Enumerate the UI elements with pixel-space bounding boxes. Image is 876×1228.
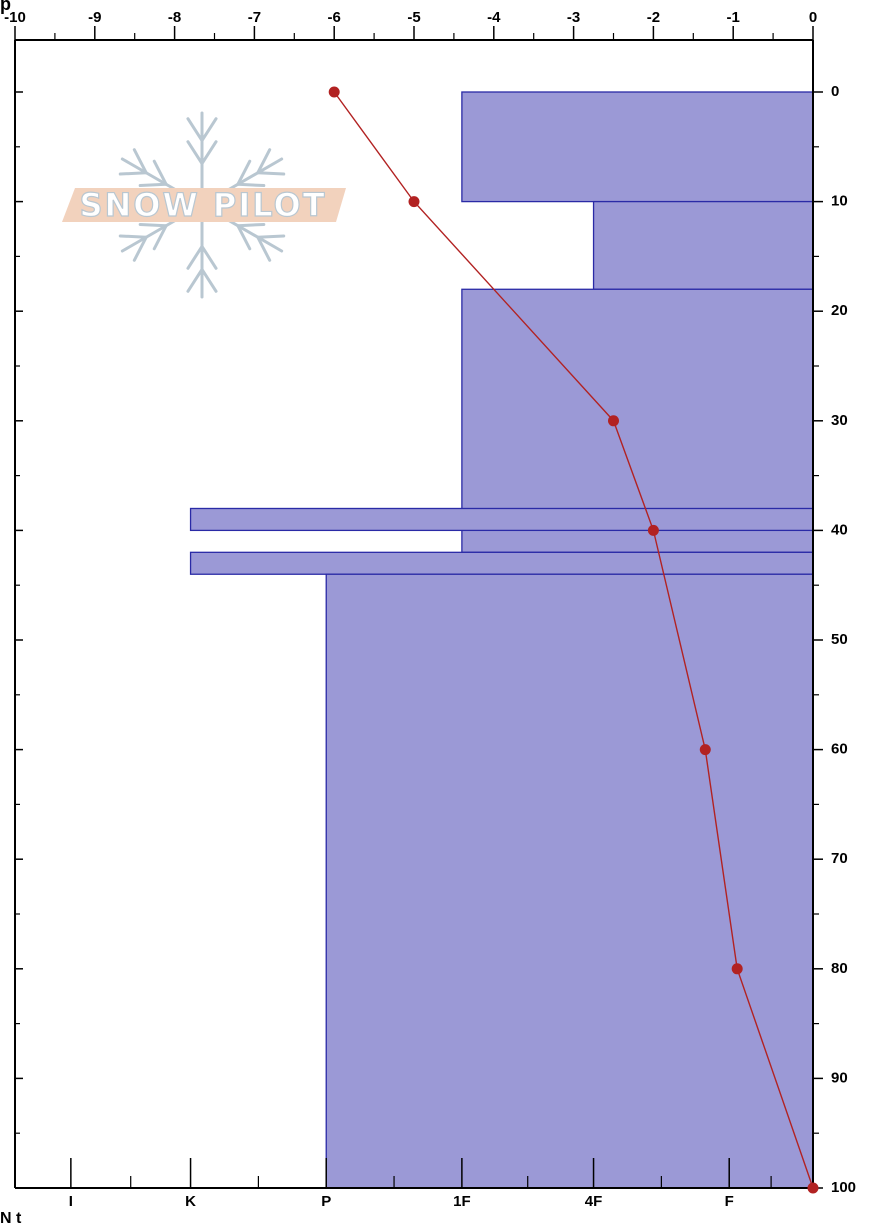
top-tick-label: -6 bbox=[328, 9, 341, 26]
footer-fragment: N t bbox=[0, 1210, 22, 1227]
top-tick-label: -8 bbox=[168, 9, 181, 26]
right-tick-label: 50 bbox=[831, 631, 848, 648]
layer-1 bbox=[592, 200, 814, 290]
bottom-tick-label: K bbox=[185, 1193, 196, 1210]
temperature-point bbox=[647, 524, 659, 536]
right-tick-label: 60 bbox=[831, 741, 848, 758]
bottom-tick-label: I bbox=[69, 1193, 73, 1210]
layer-5 bbox=[325, 573, 814, 1189]
logo-banner bbox=[62, 188, 346, 222]
top-tick-label: -10 bbox=[4, 9, 26, 26]
right-tick-label: 30 bbox=[831, 412, 848, 429]
top-tick-label: -2 bbox=[647, 9, 660, 26]
top-tick-label: -3 bbox=[567, 9, 580, 26]
hardness-axis: I K P 1F 4F F bbox=[69, 1158, 772, 1210]
right-tick-label: 40 bbox=[831, 521, 848, 538]
top-tick-label: -4 bbox=[487, 9, 501, 26]
temperature-point bbox=[608, 415, 619, 427]
top-tick-label: -5 bbox=[407, 9, 420, 26]
bottom-tick-label: F bbox=[725, 1193, 734, 1210]
right-tick-label: 90 bbox=[831, 1069, 848, 1086]
right-tick-label: 0 bbox=[831, 83, 839, 100]
logo-text: SNOW PILOT bbox=[79, 186, 326, 224]
snow-pilot-logo: SNOW PILOT bbox=[62, 111, 346, 299]
bottom-tick-label: 4F bbox=[585, 1193, 603, 1210]
temperature-point bbox=[699, 744, 711, 756]
temperature-point bbox=[408, 196, 420, 208]
top-tick-label: -1 bbox=[727, 9, 740, 26]
layer-4 bbox=[189, 551, 814, 575]
temperature-axis: -10 -9 -8 -7 -6 -5 -4 -3 -2 -1 0 bbox=[4, 9, 817, 40]
bottom-tick-label: 1F bbox=[453, 1193, 471, 1210]
temperature-profile bbox=[328, 86, 819, 1194]
bottom-tick-label: P bbox=[321, 1193, 331, 1210]
depth-axis: 0 10 20 30 40 50 60 70 80 90 100 bbox=[15, 83, 856, 1196]
right-tick-label: 70 bbox=[831, 850, 848, 867]
top-tick-label: -9 bbox=[88, 9, 101, 26]
hardness-layers bbox=[189, 91, 814, 1189]
right-tick-label: 10 bbox=[831, 193, 848, 210]
right-tick-label: 80 bbox=[831, 960, 848, 977]
top-tick-label: -7 bbox=[248, 9, 261, 26]
temperature-point bbox=[731, 963, 743, 975]
right-tick-label: 20 bbox=[831, 302, 848, 319]
right-tick-label: 100 bbox=[831, 1179, 856, 1196]
temperature-point bbox=[328, 86, 340, 98]
header-fragment: p bbox=[0, 0, 11, 14]
temperature-point bbox=[807, 1182, 819, 1194]
layer-3 bbox=[189, 507, 814, 532]
layer-0 bbox=[461, 91, 814, 203]
top-tick-label: 0 bbox=[809, 9, 817, 26]
